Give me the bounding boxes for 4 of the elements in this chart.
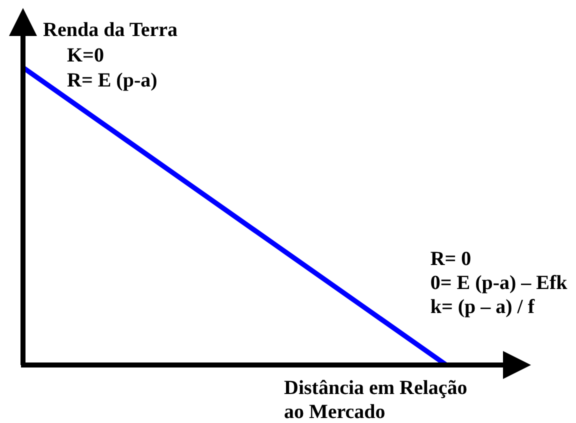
annotation: R= 0 0= E (p-a) – Efk k= (p – a) / f [430, 248, 568, 318]
y-axis-title: Renda da Terra [43, 19, 178, 41]
annotation: K=0 R= E (p-a) [67, 44, 158, 92]
x-axis-title: Distância em Relação ao Mercado [284, 377, 468, 423]
